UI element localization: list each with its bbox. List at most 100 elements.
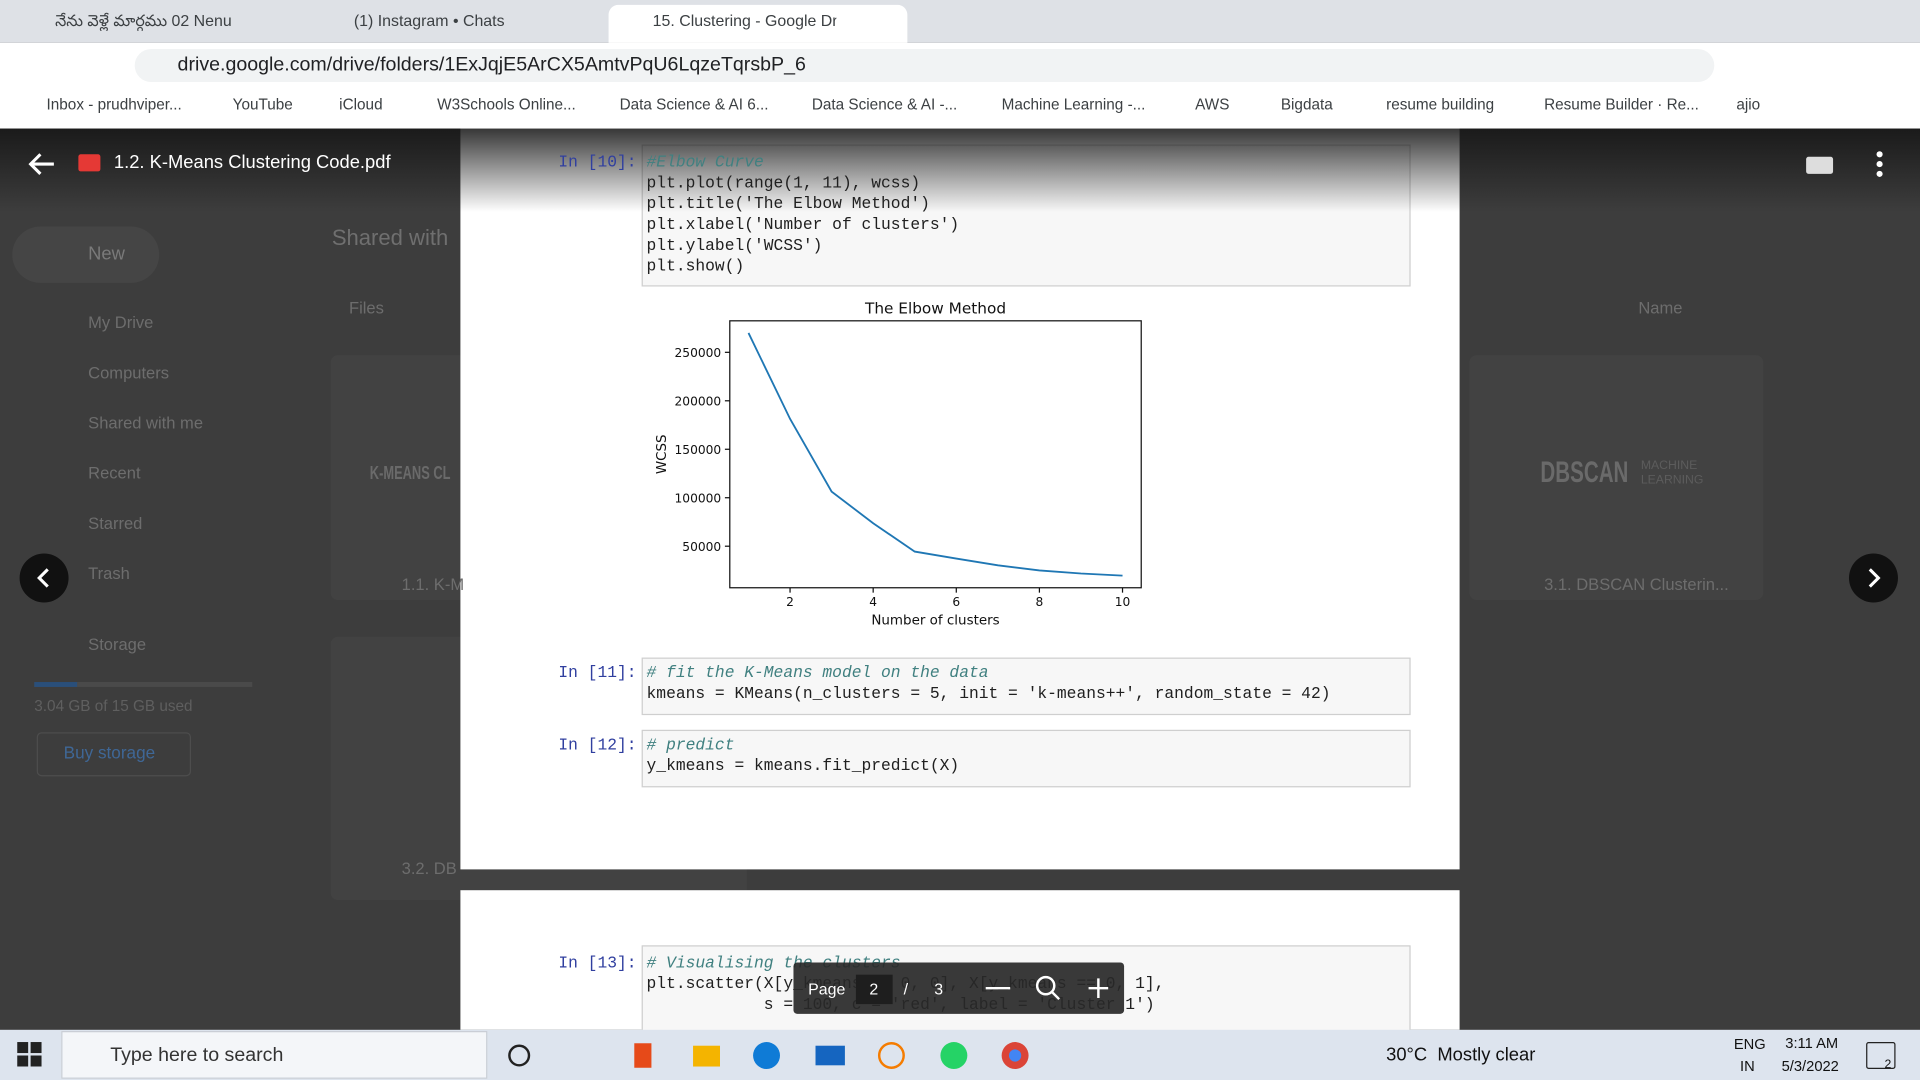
- plot-frame: [729, 320, 1142, 589]
- sidebar-item: Recent: [88, 463, 141, 483]
- sidebar-item: Trash: [88, 564, 130, 583]
- bookmark: Resume Builder · Re...: [1544, 96, 1699, 114]
- clock-date: 5/3/2022: [1781, 1057, 1839, 1075]
- thumb-text: MACHINE LEARNING: [1640, 459, 1704, 488]
- omnibox[interactable]: [134, 48, 1715, 83]
- weather: 30°C Mostly clear: [1386, 1044, 1536, 1066]
- file-card[interactable]: [1469, 355, 1764, 601]
- page-control: [793, 962, 1125, 1014]
- code-line: plt.xlabel('Number of clusters'): [646, 215, 960, 234]
- code-line: # predict: [646, 735, 735, 755]
- page-total: 3: [934, 979, 944, 999]
- code-cell: [641, 657, 1411, 716]
- search-box[interactable]: [61, 1031, 488, 1079]
- sort-label: Name: [1638, 298, 1683, 318]
- storage-used: 3.04 GB of 15 GB used: [34, 697, 193, 715]
- bookmark: AWS: [1195, 96, 1230, 114]
- start-button[interactable]: [17, 1042, 42, 1067]
- x-tick-label: 2: [786, 595, 794, 609]
- tab-title: (1) Instagram • Chats: [353, 11, 505, 30]
- bookmark: iCloud: [339, 96, 383, 114]
- sidebar-item: New: [88, 243, 125, 265]
- x-tick-label: 10: [1115, 595, 1131, 609]
- code-line: #Elbow Curve: [646, 153, 764, 172]
- bookmark: resume building: [1386, 96, 1495, 114]
- files-label: Files: [348, 298, 384, 318]
- x-tick-label: 8: [1036, 595, 1044, 609]
- search-text: Type here to search: [110, 1044, 284, 1066]
- code-line: plt.plot(range(1, 11), wcss): [646, 173, 921, 193]
- file-name: 3.1. DBSCAN Clusterin...: [1544, 575, 1729, 594]
- prev-file[interactable]: [18, 552, 69, 603]
- active-tab[interactable]: [608, 4, 908, 43]
- code-line: plt.show(): [646, 257, 745, 276]
- back-button[interactable]: [24, 147, 58, 181]
- cell-prompt: In [12]:: [558, 735, 637, 755]
- viewer-header: [0, 128, 1920, 212]
- bookmark: Inbox - prudhviper...: [46, 96, 182, 114]
- data-line: [747, 332, 1123, 577]
- taskbar-apps[interactable]: [502, 1036, 1041, 1075]
- code-line: plt.ylabel('WCSS'): [646, 236, 823, 255]
- tab-strip: [0, 0, 1920, 43]
- cell-prompt: In [11]:: [558, 663, 637, 683]
- tab-title: నేను వెళ్లే మార్గము 02 Nenu: [55, 11, 232, 30]
- bookmark: Data Science & AI 6...: [619, 96, 769, 114]
- clock-time: 3:11 AM: [1785, 1034, 1839, 1052]
- y-tick-label: 150000: [675, 443, 722, 457]
- chart-title: The Elbow Method: [864, 299, 1006, 317]
- bookmark: ajio: [1736, 96, 1761, 114]
- zoom-controls[interactable]: [980, 970, 1115, 1007]
- bookmark: W3Schools Online...: [437, 96, 576, 114]
- cell-prompt: In [13]:: [558, 953, 637, 973]
- x-axis-label: Number of clusters: [871, 613, 999, 628]
- bookmark: Machine Learning -...: [1001, 96, 1146, 114]
- y-axis-label: WCSS: [655, 434, 670, 474]
- code-cell: [641, 729, 1411, 788]
- code-line: y_kmeans = kmeans.fit_predict(X): [646, 756, 960, 776]
- cell-prompt: In [10]:: [558, 153, 637, 172]
- storage-fill: [34, 682, 78, 687]
- code-line: kmeans = KMeans(n_clusters = 5, init = '…: [646, 684, 1331, 703]
- x-tick-label: 4: [869, 595, 877, 609]
- buy-storage: Buy storage: [63, 742, 156, 763]
- y-tick-label: 50000: [682, 540, 721, 554]
- bookmark: Bigdata: [1280, 96, 1333, 114]
- y-tick-label: 100000: [675, 492, 722, 506]
- notification-icon[interactable]: [1866, 1042, 1896, 1069]
- page-label: Page: [808, 979, 846, 999]
- lang: IN: [1740, 1057, 1755, 1075]
- thumb-text: DBSCAN: [1540, 456, 1629, 490]
- url: drive.google.com/drive/folders/1ExJqjE5A…: [177, 54, 806, 76]
- y-tick-label: 200000: [675, 395, 722, 409]
- bookmark: YouTube: [232, 96, 293, 114]
- file-name: 3.2. DB: [401, 859, 457, 878]
- viewer-actions[interactable]: [1800, 147, 1898, 181]
- bookmark: Data Science & AI -...: [811, 96, 958, 114]
- storage-bar: [34, 682, 253, 687]
- sidebar-item: Computers: [88, 363, 170, 382]
- sidebar-item: My Drive: [88, 313, 154, 332]
- file-name: 1.1. K-M: [401, 575, 465, 594]
- pdf-title: 1.2. K-Means Clustering Code.pdf: [113, 151, 391, 173]
- sidebar-item: Storage: [88, 635, 147, 654]
- pdf-icon: [78, 154, 101, 172]
- new-button[interactable]: [12, 226, 160, 283]
- code-line: plt.title('The Elbow Method'): [646, 194, 930, 214]
- lang: ENG: [1733, 1035, 1766, 1053]
- y-tick-label: 250000: [675, 346, 722, 360]
- next-file[interactable]: [1848, 552, 1899, 603]
- notification-count: 2: [1884, 1057, 1892, 1072]
- thumb-text: K-MEANS CL: [369, 462, 451, 484]
- sidebar-item: Starred: [88, 514, 143, 533]
- page-separator: /: [903, 979, 909, 999]
- code-line: # fit the K-Means model on the data: [646, 663, 989, 683]
- x-tick-label: 6: [952, 595, 960, 609]
- page-input[interactable]: [855, 974, 893, 1005]
- sidebar-item: Shared with me: [88, 413, 204, 433]
- buy-storage-button[interactable]: [36, 732, 192, 777]
- page-number: 2: [869, 979, 879, 999]
